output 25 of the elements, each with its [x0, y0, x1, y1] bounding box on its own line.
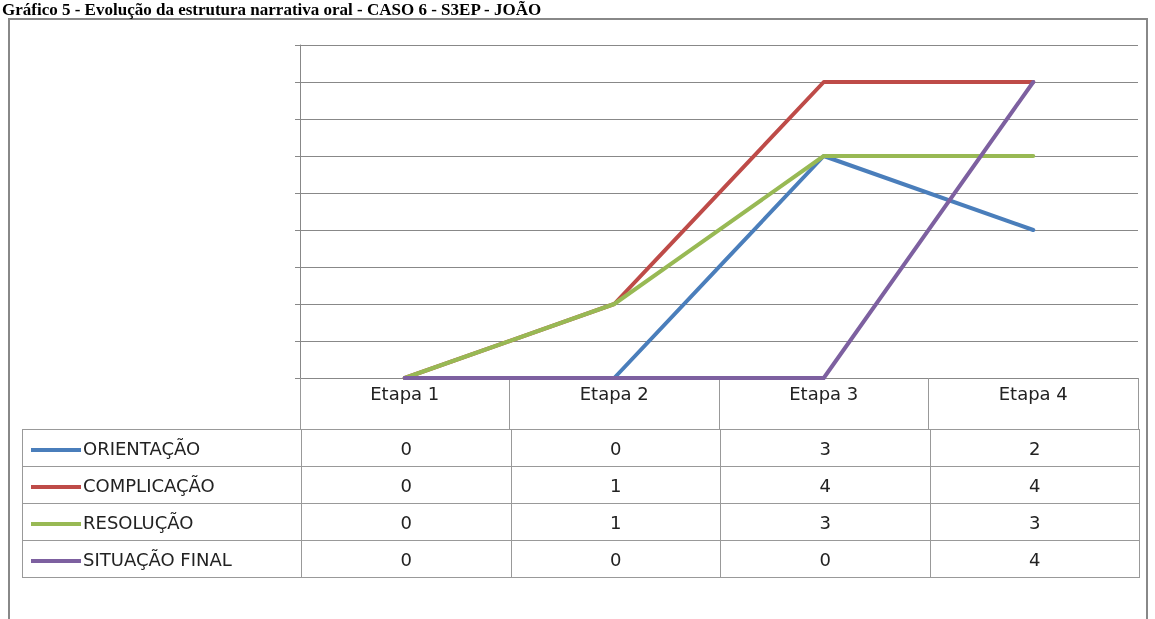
data-label: 4: [720, 466, 930, 504]
data-label: 1: [511, 466, 721, 504]
x-tick-label: Etapa 3: [789, 382, 859, 404]
legend-label: ORIENTAÇÃO: [22, 429, 302, 467]
data-label: 3: [720, 503, 930, 541]
x-tick-label: Etapa 1: [370, 382, 440, 404]
data-label: 3: [720, 429, 930, 467]
data-label: 0: [720, 540, 930, 578]
legend-label: COMPLICAÇÃO: [22, 466, 302, 504]
data-label: 0: [301, 466, 511, 504]
data-label: 3: [930, 503, 1140, 541]
legend-label: SITUAÇÃO FINAL: [22, 540, 302, 578]
data-label: 0: [301, 429, 511, 467]
data-label: 2: [930, 429, 1140, 467]
data-label: 0: [511, 429, 721, 467]
x-tick-label: Etapa 4: [998, 382, 1068, 404]
chart-title: Gráfico 5 - Evolução da estrutura narrativa oral - CASO 6 - S3EP - JOÃO: [2, 0, 542, 20]
legend-label: RESOLUÇÃO: [22, 503, 302, 541]
data-label: 0: [301, 503, 511, 541]
data-label: 1: [511, 503, 721, 541]
data-label: 4: [930, 540, 1140, 578]
x-tick-label: Etapa 2: [579, 382, 649, 404]
data-label: 0: [511, 540, 721, 578]
data-label: 0: [301, 540, 511, 578]
data-label: 4: [930, 466, 1140, 504]
